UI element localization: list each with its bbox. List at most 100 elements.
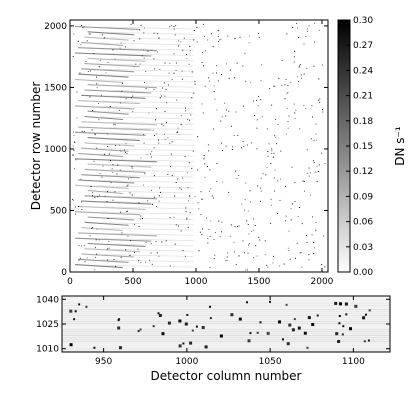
noise-pixel: [107, 62, 109, 63]
noise-pixel: [92, 227, 93, 229]
noise-pixel: [96, 83, 98, 85]
hot-pixel: [191, 329, 194, 332]
noise-pixel: [231, 149, 233, 150]
noise-pixel: [288, 230, 290, 232]
noise-pixel: [270, 198, 272, 200]
trace-band-faint: [97, 42, 194, 46]
noise-pixel: [299, 64, 301, 66]
noise-pixel: [314, 41, 316, 43]
noise-pixel: [269, 88, 270, 90]
noise-pixel: [98, 239, 100, 241]
noise-pixel: [119, 47, 121, 49]
trace-band: [81, 227, 123, 232]
noise-pixel: [158, 200, 160, 202]
noise-pixel: [272, 156, 274, 158]
noise-pixel: [303, 180, 305, 182]
zoom-row-band: [62, 329, 390, 330]
noise-pixel: [234, 77, 236, 79]
noise-pixel: [214, 232, 216, 233]
hot-pixel: [297, 326, 301, 330]
noise-pixel: [158, 195, 160, 197]
noise-pixel: [316, 166, 318, 168]
trace-band: [81, 174, 140, 179]
hot-pixel: [246, 301, 248, 304]
noise-pixel: [194, 83, 196, 85]
noise-pixel: [140, 24, 142, 26]
noise-pixel: [155, 241, 157, 243]
noise-pixel: [177, 178, 179, 180]
noise-pixel: [209, 235, 211, 237]
hot-pixel: [249, 332, 252, 335]
noise-pixel: [84, 261, 86, 263]
noise-pixel: [137, 248, 139, 250]
hot-pixel: [342, 325, 345, 328]
noise-pixel: [130, 240, 132, 242]
noise-pixel: [201, 62, 203, 63]
noise-pixel: [322, 111, 324, 113]
noise-pixel: [245, 182, 247, 184]
noise-pixel: [204, 176, 206, 178]
noise-pixel: [145, 88, 147, 90]
hot-pixel: [311, 323, 315, 326]
zoom-row-band: [62, 349, 390, 350]
noise-pixel: [173, 53, 175, 55]
noise-pixel: [267, 155, 269, 157]
noise-pixel: [275, 119, 276, 120]
noise-pixel: [202, 23, 204, 25]
noise-pixel: [203, 155, 205, 156]
noise-pixel: [125, 249, 127, 251]
zoom-x-tick-label: 1050: [259, 357, 282, 367]
trace-band: [78, 152, 123, 158]
hot-pixel: [189, 341, 193, 345]
trace-band: [81, 121, 157, 126]
noise-pixel: [120, 256, 122, 258]
noise-pixel: [313, 242, 315, 243]
noise-pixel: [143, 184, 144, 186]
noise-pixel: [256, 100, 257, 101]
noise-pixel: [80, 245, 82, 247]
noise-pixel: [308, 167, 310, 169]
noise-pixel: [308, 25, 310, 27]
noise-pixel: [318, 29, 320, 31]
noise-pixel: [247, 210, 249, 212]
noise-pixel: [297, 215, 299, 217]
zoom-row-band: [62, 325, 390, 326]
noise-pixel: [235, 170, 237, 172]
noise-pixel: [261, 116, 263, 118]
noise-pixel: [201, 198, 203, 200]
noise-pixel: [130, 97, 132, 99]
noise-pixel: [109, 106, 111, 108]
noise-pixel: [177, 132, 179, 133]
noise-pixel: [112, 49, 114, 51]
trace-band-faint: [101, 190, 194, 194]
noise-pixel: [171, 175, 173, 177]
noise-pixel: [250, 142, 252, 144]
noise-pixel: [212, 46, 214, 48]
noise-pixel: [152, 129, 154, 131]
noise-pixel: [192, 150, 194, 152]
noise-pixel: [312, 216, 313, 218]
noise-pixel: [252, 100, 254, 102]
noise-pixel: [143, 32, 145, 34]
zoom-row-band: [62, 327, 390, 328]
noise-pixel: [318, 99, 320, 101]
noise-pixel: [276, 143, 277, 145]
noise-pixel: [249, 201, 251, 203]
noise-pixel: [202, 228, 203, 230]
main-plot-frame: [69, 19, 329, 273]
noise-pixel: [72, 154, 74, 156]
zoom-row-band: [62, 301, 390, 302]
noise-pixel: [168, 72, 170, 74]
noise-pixel: [214, 98, 216, 100]
noise-pixel: [97, 196, 99, 198]
noise-pixel: [164, 111, 166, 112]
noise-pixel: [93, 160, 95, 162]
trace-band-faint: [99, 116, 194, 120]
noise-pixel: [289, 258, 291, 260]
noise-pixel: [173, 72, 175, 74]
noise-pixel: [115, 145, 117, 147]
hot-pixel: [157, 312, 160, 315]
zoom-row-band: [62, 299, 390, 300]
noise-pixel: [117, 164, 119, 166]
noise-pixel: [262, 173, 264, 175]
